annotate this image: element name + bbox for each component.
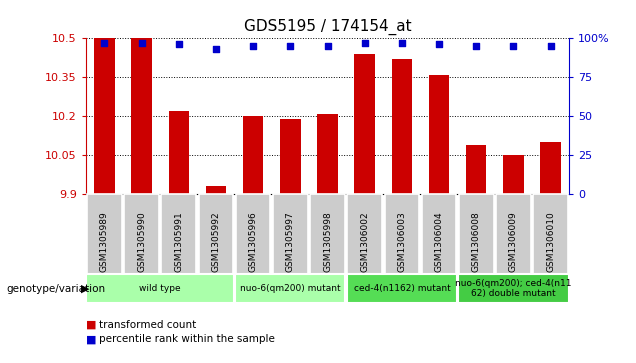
Bar <box>392 59 412 194</box>
Text: GSM1306004: GSM1306004 <box>434 212 443 272</box>
Point <box>397 40 407 46</box>
Text: GSM1306010: GSM1306010 <box>546 212 555 272</box>
Text: genotype/variation: genotype/variation <box>6 284 106 294</box>
Text: GSM1306002: GSM1306002 <box>360 212 370 272</box>
Bar <box>280 119 301 194</box>
Bar <box>354 54 375 194</box>
Bar <box>169 111 189 194</box>
Text: percentile rank within the sample: percentile rank within the sample <box>99 334 275 344</box>
Bar <box>132 38 152 194</box>
Point <box>546 43 556 49</box>
Text: GSM1305989: GSM1305989 <box>100 212 109 272</box>
Bar <box>206 187 226 194</box>
Point <box>211 46 221 52</box>
Point <box>359 40 370 46</box>
Point <box>508 43 518 49</box>
Text: GSM1305991: GSM1305991 <box>174 212 183 272</box>
Text: ■: ■ <box>86 320 97 330</box>
Text: wild type: wild type <box>139 284 181 293</box>
Text: transformed count: transformed count <box>99 320 196 330</box>
Text: GSM1306008: GSM1306008 <box>472 212 481 272</box>
Point <box>286 43 296 49</box>
Point <box>322 43 333 49</box>
Text: ced-4(n1162) mutant: ced-4(n1162) mutant <box>354 284 450 293</box>
Bar <box>243 116 263 194</box>
Text: ▶: ▶ <box>81 284 90 294</box>
Point <box>137 40 147 46</box>
Bar <box>94 38 114 194</box>
Text: GSM1305990: GSM1305990 <box>137 212 146 272</box>
Text: ■: ■ <box>86 334 97 344</box>
Text: GSM1306003: GSM1306003 <box>398 212 406 272</box>
Point <box>174 41 184 47</box>
Text: GSM1306009: GSM1306009 <box>509 212 518 272</box>
Text: GSM1305998: GSM1305998 <box>323 212 332 272</box>
Point <box>99 40 109 46</box>
Bar <box>503 155 523 194</box>
Text: nuo-6(qm200); ced-4(n11
62) double mutant: nuo-6(qm200); ced-4(n11 62) double mutan… <box>455 279 572 298</box>
Bar <box>429 74 449 194</box>
Bar <box>466 145 487 194</box>
Bar <box>541 142 561 194</box>
Text: nuo-6(qm200) mutant: nuo-6(qm200) mutant <box>240 284 341 293</box>
Point <box>471 43 481 49</box>
Point <box>248 43 258 49</box>
Bar <box>317 114 338 194</box>
Text: GSM1305992: GSM1305992 <box>212 212 221 272</box>
Title: GDS5195 / 174154_at: GDS5195 / 174154_at <box>244 19 411 35</box>
Point <box>434 41 444 47</box>
Text: GSM1305996: GSM1305996 <box>249 212 258 272</box>
Text: GSM1305997: GSM1305997 <box>286 212 295 272</box>
